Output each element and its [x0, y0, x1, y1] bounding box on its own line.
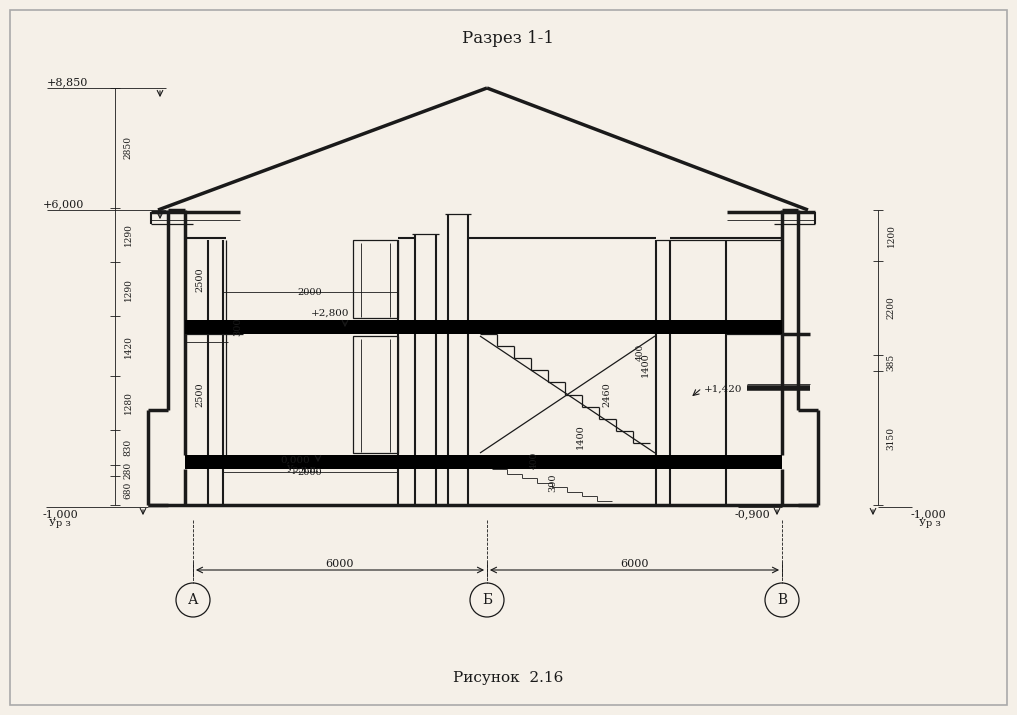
Text: В: В — [777, 593, 787, 607]
Text: 2000: 2000 — [298, 468, 322, 476]
Bar — [185, 320, 782, 334]
Text: Рисунок  2.16: Рисунок 2.16 — [453, 671, 563, 685]
Text: 2850: 2850 — [123, 137, 132, 159]
Bar — [398, 455, 402, 469]
Bar — [353, 240, 398, 318]
Text: 680: 680 — [123, 482, 132, 499]
Text: 0,000: 0,000 — [280, 455, 310, 465]
Text: 300: 300 — [548, 474, 557, 492]
Text: 400: 400 — [636, 343, 645, 360]
Bar — [448, 320, 468, 334]
Bar — [726, 320, 734, 334]
Text: 1290: 1290 — [123, 277, 132, 300]
Text: 3150: 3150 — [887, 427, 896, 450]
Text: 2460: 2460 — [602, 382, 611, 407]
Bar — [415, 320, 436, 334]
Text: 1280: 1280 — [123, 391, 132, 414]
Text: 1400: 1400 — [641, 352, 650, 378]
Bar — [726, 455, 734, 469]
Bar — [656, 320, 670, 334]
Text: 2000: 2000 — [298, 287, 322, 297]
Text: А: А — [188, 593, 198, 607]
Text: Ур з: Ур з — [919, 520, 941, 528]
Text: Ур.ч.п.: Ур.ч.п. — [287, 465, 319, 473]
Text: Разрез 1-1: Разрез 1-1 — [462, 29, 554, 46]
Text: 300: 300 — [234, 317, 242, 336]
Text: +2,800: +2,800 — [311, 308, 349, 317]
Text: -1,000: -1,000 — [42, 509, 78, 519]
Text: 6000: 6000 — [325, 559, 354, 569]
Text: -1,000: -1,000 — [910, 509, 946, 519]
Bar — [185, 455, 782, 469]
Text: +6,000: +6,000 — [43, 199, 83, 209]
Text: 2500: 2500 — [195, 383, 204, 407]
Bar — [448, 455, 468, 469]
Bar — [398, 320, 402, 334]
Text: 280: 280 — [123, 462, 132, 479]
Text: +8,850: +8,850 — [47, 77, 87, 87]
Text: 1400: 1400 — [576, 425, 585, 449]
Bar — [353, 336, 398, 453]
Text: 830: 830 — [123, 438, 132, 455]
Text: 1200: 1200 — [887, 224, 896, 247]
Text: -0,900: -0,900 — [734, 509, 770, 519]
Text: 385: 385 — [887, 354, 896, 371]
Bar — [208, 455, 223, 469]
Text: Б: Б — [482, 593, 492, 607]
Text: 400: 400 — [530, 451, 538, 468]
Text: 1420: 1420 — [123, 335, 132, 358]
Text: 6000: 6000 — [620, 559, 649, 569]
Text: 2200: 2200 — [887, 297, 896, 319]
Bar — [656, 455, 670, 469]
Bar — [208, 320, 223, 334]
Bar — [415, 455, 436, 469]
Text: Ур з: Ур з — [49, 520, 71, 528]
Text: 1290: 1290 — [123, 224, 132, 247]
Text: 2500: 2500 — [195, 267, 204, 292]
Text: +1,420: +1,420 — [704, 385, 742, 393]
